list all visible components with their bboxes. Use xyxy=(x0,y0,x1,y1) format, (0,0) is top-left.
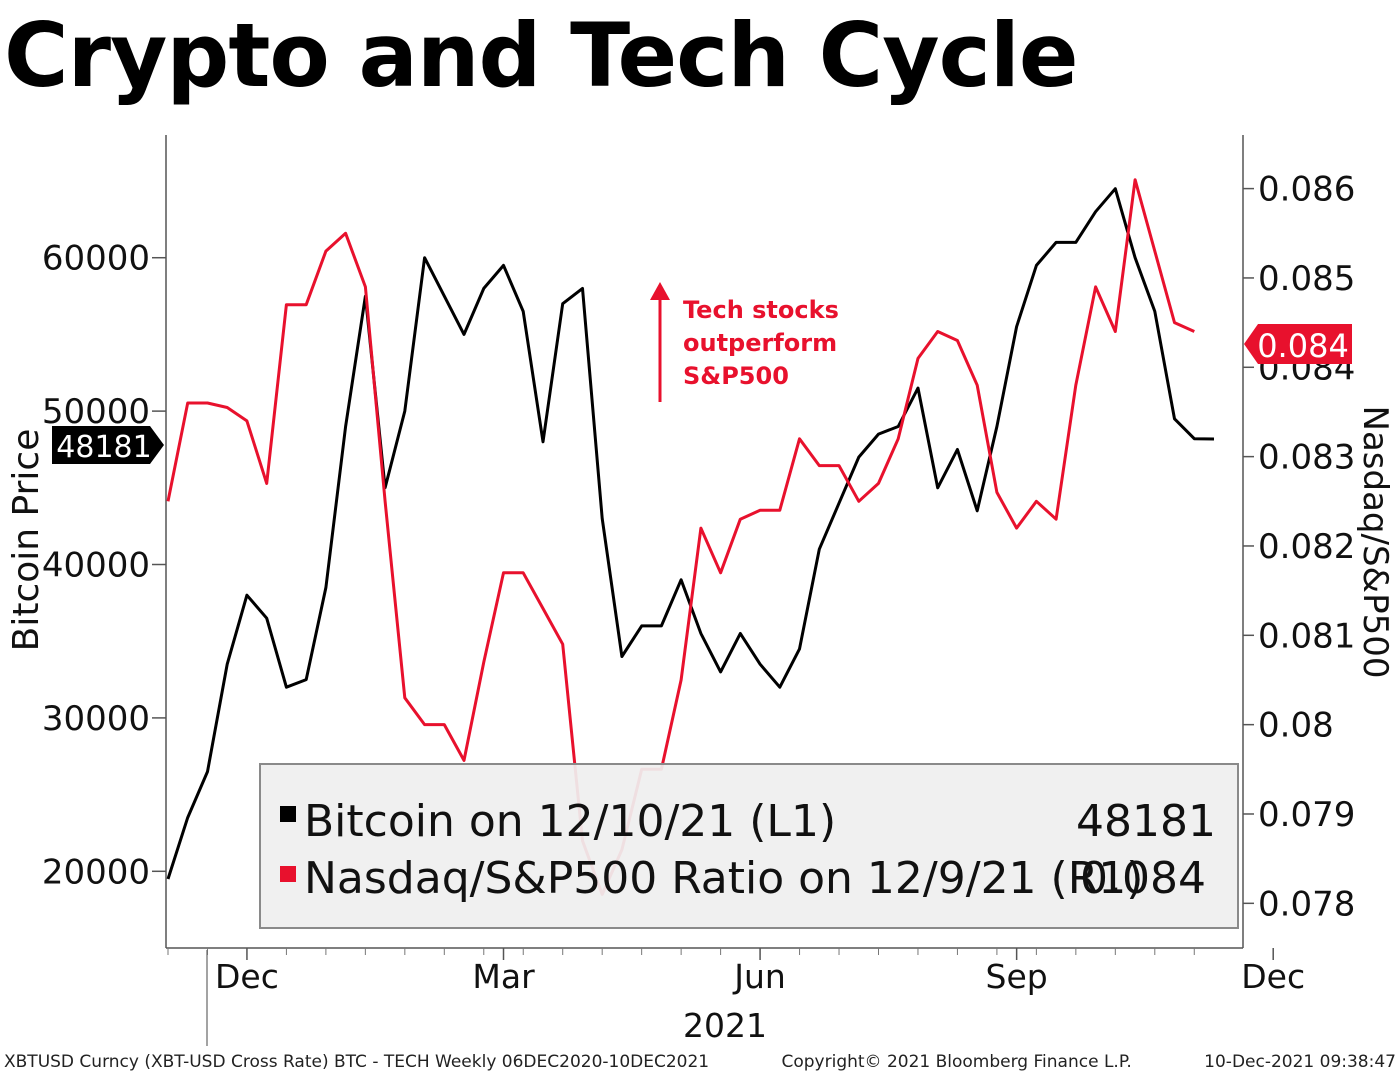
left-axis-tick-label: 50000 xyxy=(42,392,150,432)
left-axis-label: Bitcoin Price xyxy=(6,429,47,652)
annotation-line-1: Tech stocks xyxy=(683,296,839,324)
ratio-end-marker-value: 0.084 xyxy=(1257,327,1349,365)
x-minor-ticks xyxy=(167,948,1195,955)
x-axis-tick-label: Dec xyxy=(215,957,279,996)
right-axis-tick-label: 0.082 xyxy=(1258,527,1355,567)
bitcoin-end-marker-shape xyxy=(52,426,164,464)
year-label: 2021 xyxy=(683,1006,767,1045)
legend-value-ratio: 0.084 xyxy=(1080,853,1206,904)
chart-title: Crypto and Tech Cycle xyxy=(4,4,1079,107)
annotation-arrow-head xyxy=(650,282,670,300)
right-axis-tick-label: 0.083 xyxy=(1258,438,1355,478)
right-axis-label: Nasdaq/S&P500 xyxy=(1355,406,1395,679)
right-axis-tick-label: 0.086 xyxy=(1258,170,1355,210)
right-axis-tick-label: 0.079 xyxy=(1258,795,1355,835)
x-axis-tick-label: Mar xyxy=(472,957,535,996)
legend-label-ratio: Nasdaq/S&P500 Ratio on 12/9/21 (R1) xyxy=(304,853,1143,904)
legend-swatch-ratio xyxy=(280,866,296,882)
footer-copyright: Copyright© 2021 Bloomberg Finance L.P. xyxy=(781,1052,1132,1072)
series-line-nasdaq-sp500-ratio xyxy=(166,178,1195,896)
annotation-line-3: S&P500 xyxy=(683,362,789,390)
left-axis-tick-label: 60000 xyxy=(42,239,150,279)
right-axis-tick-label: 0.081 xyxy=(1258,616,1355,656)
left-axis-tick-label: 40000 xyxy=(42,546,150,586)
legend-box xyxy=(259,763,1239,929)
x-axis: Dec Mar Jun Sep Dec xyxy=(215,948,1305,996)
x-axis-tick-label: Sep xyxy=(986,957,1048,996)
chart-canvas: 20000 30000 40000 50000 60000 0.078 0.079 0.08… xyxy=(6,135,1395,1046)
x-axis-tick-label: Dec xyxy=(1241,957,1305,996)
left-axis-tick-label: 20000 xyxy=(42,852,150,892)
bitcoin-end-marker-value: 48181 xyxy=(56,430,151,465)
left-axis-tick-label: 30000 xyxy=(42,699,150,739)
left-axis: 20000 30000 40000 50000 60000 xyxy=(42,239,166,892)
x-axis-tick-label: Jun xyxy=(732,957,786,996)
legend-label-bitcoin: Bitcoin on 12/10/21 (L1) xyxy=(304,796,836,847)
legend-value-bitcoin: 48181 xyxy=(1076,796,1216,847)
footer-timestamp: 10-Dec-2021 09:38:47 xyxy=(1204,1052,1396,1072)
ratio-end-marker: 0.084 xyxy=(1244,324,1352,365)
annotation-line-2: outperform xyxy=(683,329,837,357)
right-axis-tick-label: 0.08 xyxy=(1258,706,1334,746)
bitcoin-end-marker: 48181 xyxy=(52,426,164,465)
annotation: Tech stocks outperform S&P500 xyxy=(650,282,839,402)
footer: XBTUSD Curncy (XBT-USD Cross Rate) BTC -… xyxy=(4,1052,1396,1076)
legend: Bitcoin on 12/10/21 (L1) 48181 Nasdaq/S&… xyxy=(259,763,1239,929)
footer-source: XBTUSD Curncy (XBT-USD Cross Rate) BTC -… xyxy=(4,1052,710,1072)
legend-swatch-bitcoin xyxy=(280,806,296,822)
right-axis-tick-label: 0.078 xyxy=(1258,884,1355,924)
right-axis-tick-label: 0.085 xyxy=(1258,259,1355,299)
right-axis: 0.078 0.079 0.08 0.081 0.082 0.083 0.084 0.085 0… xyxy=(1243,170,1355,924)
ratio-end-marker-shape xyxy=(1244,324,1352,364)
